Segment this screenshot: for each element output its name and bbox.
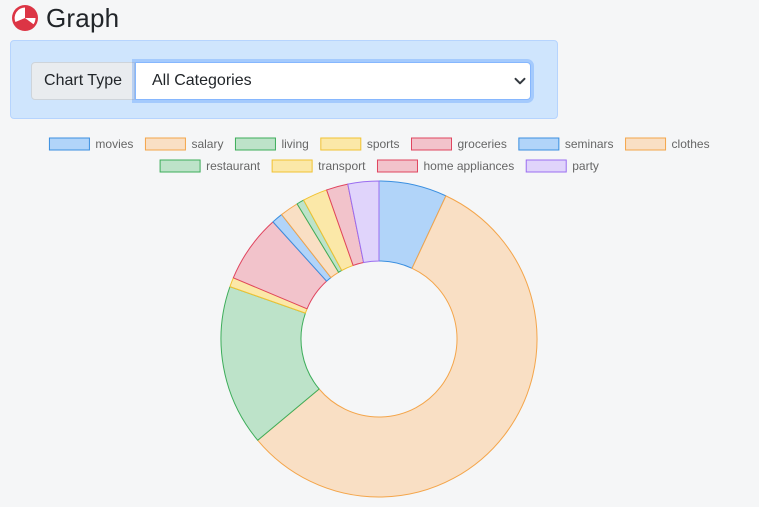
legend-swatch [144, 137, 186, 151]
legend-swatch [525, 159, 567, 173]
legend-swatch [625, 137, 667, 151]
legend-swatch [320, 137, 362, 151]
chart-type-select[interactable]: All Categories [135, 62, 531, 100]
legend-item-salary[interactable]: salary [144, 137, 223, 151]
legend-item-movies[interactable]: movies [48, 137, 133, 151]
legend-label: transport [318, 159, 366, 173]
legend-label: salary [191, 137, 223, 151]
chart-type-input-group: Chart Type All Categories [31, 62, 531, 100]
legend-label: party [572, 159, 599, 173]
legend-swatch [271, 159, 313, 173]
chart-type-label: Chart Type [31, 62, 135, 100]
legend-item-sports[interactable]: sports [320, 137, 400, 151]
legend-label: sports [367, 137, 400, 151]
legend-swatch [48, 137, 90, 151]
chart-legend: movies salary living sports groceries seminar… [48, 137, 710, 173]
chevron-down-icon [514, 77, 526, 85]
legend-item-restaurant[interactable]: restaurant [159, 159, 261, 173]
doughnut-chart: movies salary living sports groceries seminar… [48, 137, 710, 498]
legend-swatch [376, 159, 418, 173]
slice-party[interactable] [347, 180, 380, 264]
legend-item-groceries[interactable]: groceries [411, 137, 507, 151]
doughnut-slices [220, 180, 538, 498]
legend-item-living[interactable]: living [234, 137, 309, 151]
legend-swatch [234, 137, 276, 151]
page-title: Graph [46, 2, 120, 33]
legend-label: clothes [672, 137, 710, 151]
legend-label: living [281, 137, 308, 151]
legend-swatch [159, 159, 201, 173]
slice-living[interactable] [220, 286, 320, 441]
chart-type-selected-value: All Categories [152, 72, 252, 89]
chart-filter-panel: Chart Type All Categories [10, 40, 558, 119]
legend-item-transport[interactable]: transport [271, 159, 366, 173]
pie-chart-icon [12, 5, 38, 31]
legend-label: restaurant [206, 159, 261, 173]
legend-label: movies [95, 137, 133, 151]
slice-salary[interactable] [257, 195, 538, 498]
legend-label: seminars [565, 137, 614, 151]
legend-label: groceries [458, 137, 507, 151]
page-header: Graph [10, 3, 119, 33]
legend-swatch [518, 137, 560, 151]
legend-item-home-appliances[interactable]: home appliances [376, 159, 514, 173]
legend-swatch [411, 137, 452, 151]
legend-item-party[interactable]: party [525, 159, 599, 173]
legend-label: home appliances [423, 159, 514, 173]
legend-item-clothes[interactable]: clothes [625, 137, 710, 151]
legend-item-seminars[interactable]: seminars [518, 137, 614, 151]
